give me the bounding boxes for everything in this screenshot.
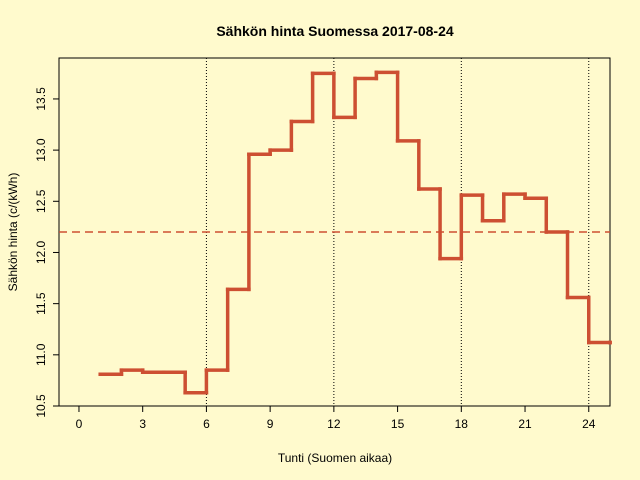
x-tick-label: 15: [391, 417, 405, 431]
y-axis-label: Sähkön hinta (c/(kWh): [6, 173, 20, 292]
y-tick-label: 12.0: [34, 240, 48, 264]
y-tick-label: 11.0: [34, 343, 48, 366]
y-tick-label: 12.5: [34, 189, 48, 213]
x-tick-label: 12: [327, 417, 341, 431]
chart-title: Sähkön hinta Suomessa 2017-08-24: [216, 23, 454, 39]
x-tick-label: 9: [267, 417, 274, 431]
y-tick-label: 10.5: [34, 394, 48, 418]
y-tick-label: 13.0: [34, 138, 48, 162]
y-tick-label: 13.5: [34, 87, 48, 111]
x-axis-label: Tunti (Suomen aikaa): [278, 451, 392, 465]
y-tick-label: 11.5: [34, 292, 48, 315]
x-tick-label: 21: [518, 417, 532, 431]
x-tick-label: 6: [203, 417, 210, 431]
x-tick-label: 24: [582, 417, 596, 431]
x-tick-label: 3: [139, 417, 146, 431]
x-tick-label: 0: [76, 417, 83, 431]
x-tick-label: 18: [455, 417, 469, 431]
